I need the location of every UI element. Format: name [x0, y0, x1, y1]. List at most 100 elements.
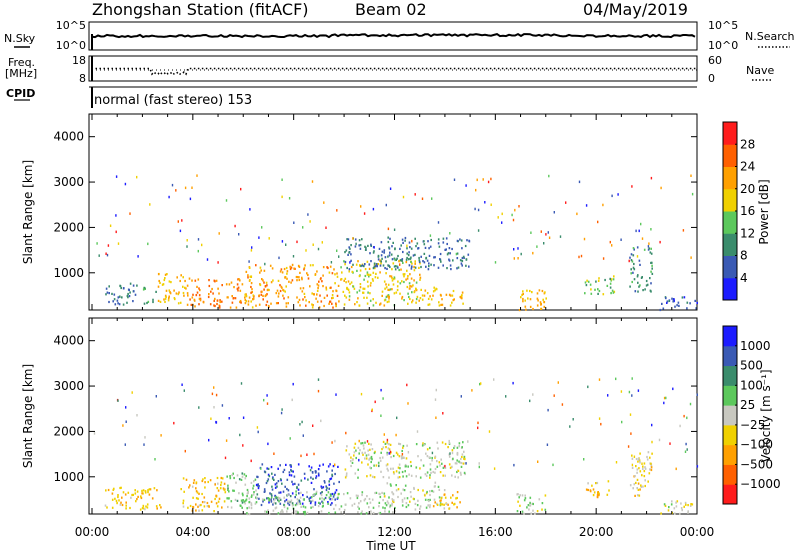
echo-cell: [307, 213, 309, 216]
echo-cell: [436, 465, 439, 468]
echo-cell: [283, 505, 286, 509]
echo-cell: [431, 456, 433, 460]
echo-cell: [358, 304, 361, 307]
echo-cell: [521, 510, 524, 513]
echo-cell: [419, 273, 421, 276]
echo-cell: [673, 298, 675, 301]
echo-cell: [247, 274, 249, 277]
echo-cell: [250, 481, 253, 484]
colorbar-tick-label: 16: [740, 204, 755, 218]
echo-cell: [609, 240, 611, 244]
echo-cell: [378, 464, 380, 468]
echo-cell: [660, 512, 662, 515]
echo-cell: [227, 487, 229, 490]
echo-cell: [613, 290, 616, 293]
echo-cell: [147, 489, 149, 492]
colorbar-frame: [722, 325, 738, 505]
echo-cell: [380, 262, 382, 265]
echo-cell: [325, 288, 328, 291]
echo-cell: [248, 501, 250, 504]
echo-cell: [201, 509, 204, 512]
echo-cell: [522, 300, 524, 303]
x-tick-label: 16:00: [478, 525, 513, 539]
echo-cell: [414, 266, 417, 269]
echo-cell: [468, 265, 470, 268]
echo-cell: [168, 295, 170, 298]
echo-cell: [609, 282, 612, 285]
echo-cell: [209, 479, 212, 482]
echo-cell: [396, 288, 399, 292]
echo-cell: [543, 301, 546, 304]
echo-cell: [213, 510, 215, 513]
echo-cell: [322, 501, 324, 504]
echo-cell: [449, 452, 451, 455]
echo-cell: [282, 288, 284, 292]
echo-cell: [283, 297, 285, 300]
echo-cell: [306, 491, 308, 494]
echo-cell: [279, 491, 282, 494]
echo-cell: [235, 481, 237, 484]
echo-cell: [277, 480, 280, 483]
echo-cell: [596, 495, 599, 499]
echo-cell: [294, 267, 296, 270]
echo-cell: [637, 281, 639, 284]
echo-cell: [332, 306, 334, 309]
echo-cell: [444, 464, 446, 468]
echo-cell: [407, 504, 410, 507]
echo-cell: [111, 506, 114, 509]
echo-cell: [349, 282, 351, 286]
echo-cell: [247, 276, 249, 279]
echo-cell: [640, 222, 642, 226]
echo-cell: [451, 474, 453, 477]
echo-cell: [392, 278, 395, 281]
echo-cell: [596, 481, 599, 485]
echo-cell: [244, 502, 246, 505]
echo-cell: [408, 473, 410, 476]
echo-cell: [302, 287, 305, 290]
echo-cell: [266, 289, 269, 292]
echo-cell: [651, 423, 653, 427]
echo-cell: [366, 280, 369, 283]
echo-cell: [213, 299, 215, 302]
echo-cell: [636, 275, 639, 278]
echo-cell: [345, 472, 348, 475]
nsky-label: N.Sky: [4, 32, 36, 45]
echo-cell: [419, 262, 421, 265]
echo-cell: [195, 503, 197, 506]
echo-cell: [402, 273, 405, 276]
echo-cell: [638, 467, 640, 470]
echo-cell: [409, 297, 411, 301]
echo-cell: [267, 497, 269, 500]
echo-cell: [393, 265, 396, 268]
echo-cell: [358, 239, 361, 242]
echo-cell: [248, 260, 250, 263]
echo-cell: [457, 469, 460, 472]
echo-cell: [404, 465, 407, 468]
echo-cell: [576, 212, 578, 216]
echo-cell: [325, 488, 328, 492]
echo-cell: [638, 459, 641, 462]
echo-cell: [227, 296, 229, 299]
echo-cell: [237, 286, 240, 289]
echo-cell: [529, 501, 531, 504]
echo-cell: [411, 265, 413, 268]
echo-cell: [287, 489, 290, 492]
echo-cell: [635, 481, 637, 484]
echo-cell: [456, 257, 459, 260]
echo-cell: [518, 496, 520, 499]
echo-cell: [389, 443, 392, 446]
echo-cell: [650, 270, 652, 273]
echo-cell: [246, 507, 248, 510]
echo-cell: [392, 467, 394, 470]
echo-cell: [541, 508, 543, 511]
echo-cell: [414, 502, 417, 505]
echo-cell: [232, 297, 235, 300]
echo-cell: [291, 279, 294, 282]
echo-cell: [399, 292, 401, 295]
echo-cell: [383, 433, 385, 436]
echo-cell: [632, 266, 635, 269]
echo-cell: [646, 458, 649, 461]
echo-cell: [402, 456, 404, 459]
echo-cell: [333, 268, 335, 271]
echo-cell: [374, 276, 377, 279]
